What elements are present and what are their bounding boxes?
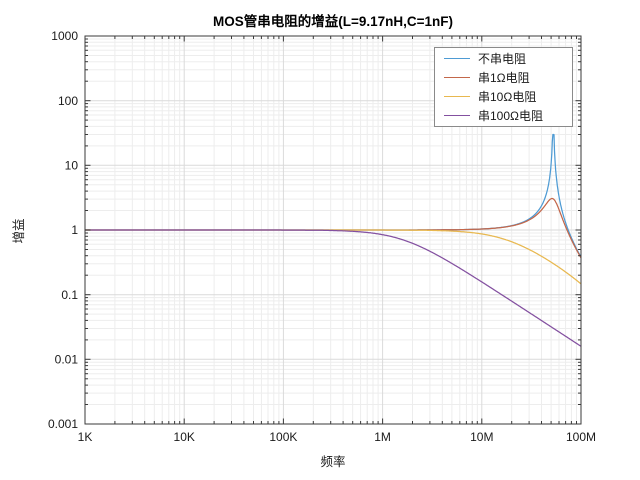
x-tick-label: 1M <box>374 430 391 444</box>
series-curve-0ohm <box>84 133 582 258</box>
x-axis-label: 频率 <box>320 455 346 469</box>
chart-title: MOS管串电阻的增益(L=9.17nH,C=1nF) <box>212 14 454 29</box>
legend-label: 串100Ω电阻 <box>478 109 543 123</box>
legend-item-no-resistor: 不串电阻 <box>435 49 572 68</box>
y-axis-label: 增益 <box>12 218 26 244</box>
x-tick-label: 10K <box>174 430 195 444</box>
x-tick-label: 100K <box>269 430 297 444</box>
legend-line-swatch-orange <box>444 77 470 78</box>
legend-line-swatch-blue <box>444 58 470 59</box>
series-curve-1ohm <box>84 197 582 259</box>
x-tick-label: 10M <box>470 430 493 444</box>
legend-item-100ohm: 串100Ω电阻 <box>435 106 572 125</box>
legend-label: 不串电阻 <box>478 52 527 66</box>
y-tick-label: 1000 <box>51 29 78 43</box>
y-tick-label: 0.1 <box>61 288 78 302</box>
legend-item-10ohm: 串10Ω电阻 <box>435 87 572 106</box>
legend: 不串电阻 串1Ω电阻 串10Ω电阻 串100Ω电阻 <box>434 47 573 127</box>
legend-line-swatch-yellow <box>444 96 470 97</box>
legend-label: 串10Ω电阻 <box>478 90 537 104</box>
y-tick-label: 0.001 <box>48 417 78 431</box>
y-tick-label: 1 <box>71 223 78 237</box>
legend-item-1ohm: 串1Ω电阻 <box>435 68 572 87</box>
x-tick-label: 1K <box>78 430 93 444</box>
series-curve-10ohm <box>84 229 582 285</box>
legend-label: 串1Ω电阻 <box>478 71 530 85</box>
y-tick-label: 0.01 <box>55 353 79 367</box>
series-curve-100ohm <box>84 229 582 347</box>
y-tick-label: 100 <box>58 94 78 108</box>
legend-line-swatch-purple <box>444 115 470 116</box>
y-tick-label: 10 <box>65 159 79 173</box>
x-tick-label: 100M <box>566 430 596 444</box>
